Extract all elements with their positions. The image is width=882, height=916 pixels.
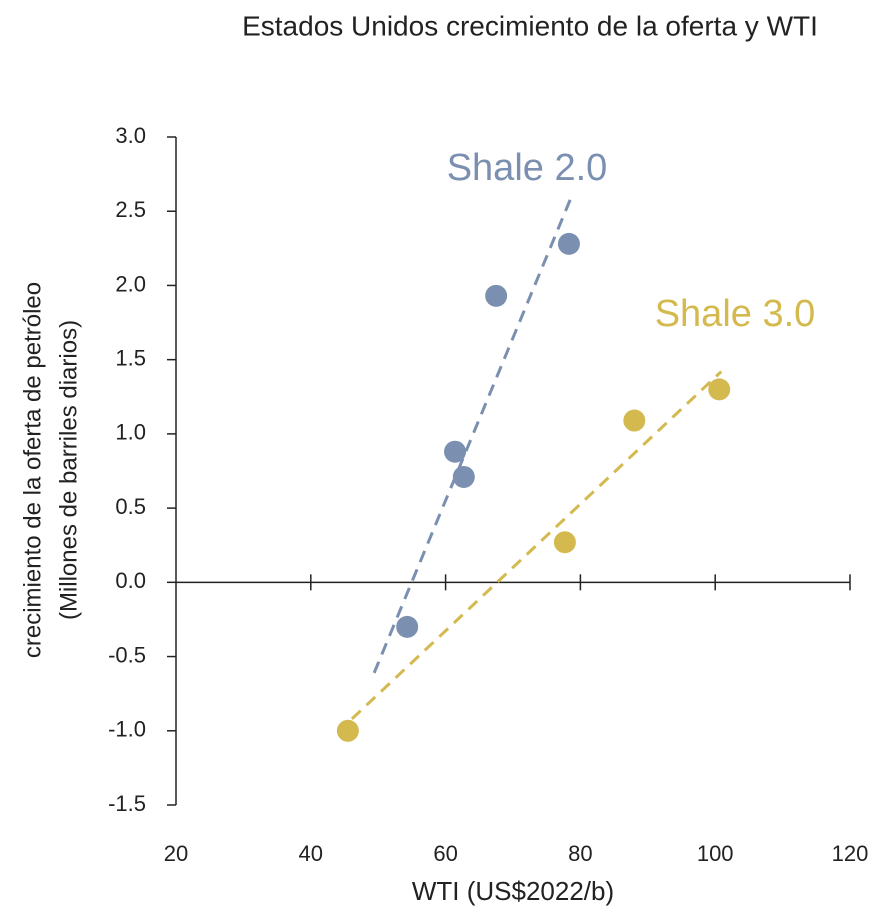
series-label: Shale 3.0 — [655, 293, 816, 335]
y-axis-label: (Millones de barriles diarios) — [55, 320, 82, 620]
y-tick-label: 2.5 — [115, 197, 146, 222]
data-point — [708, 378, 731, 401]
x-tick-label: 120 — [832, 841, 869, 866]
data-point — [623, 409, 646, 432]
data-point — [553, 531, 576, 554]
trendline — [350, 370, 723, 720]
data-point — [452, 465, 475, 488]
data-point — [396, 615, 419, 638]
trendline — [372, 197, 573, 674]
x-tick-label: 20 — [164, 841, 188, 866]
y-axis-label: crecimiento de la oferta de petróleo — [19, 282, 46, 658]
y-tick-label: 1.0 — [115, 420, 146, 445]
x-tick-label: 80 — [568, 841, 592, 866]
y-tick-label: -0.5 — [108, 642, 146, 667]
x-axis-label: WTI (US$2022/b) — [412, 876, 614, 906]
y-tick-label: 0.0 — [115, 568, 146, 593]
chart-title: Estados Unidos crecimiento de la oferta … — [242, 10, 818, 41]
y-tick-label: -1.5 — [108, 791, 146, 816]
x-tick-label: 60 — [433, 841, 457, 866]
y-tick-label: 2.0 — [115, 271, 146, 296]
y-tick-label: 0.5 — [115, 494, 146, 519]
data-point — [336, 719, 359, 742]
data-point — [557, 232, 580, 255]
series-label: Shale 2.0 — [447, 147, 608, 189]
x-tick-label: 100 — [697, 841, 734, 866]
y-tick-label: -1.0 — [108, 717, 146, 742]
x-tick-label: 40 — [299, 841, 323, 866]
y-tick-label: 1.5 — [115, 345, 146, 370]
data-point — [444, 440, 467, 463]
data-point — [485, 284, 508, 307]
y-tick-label: 3.0 — [115, 123, 146, 148]
